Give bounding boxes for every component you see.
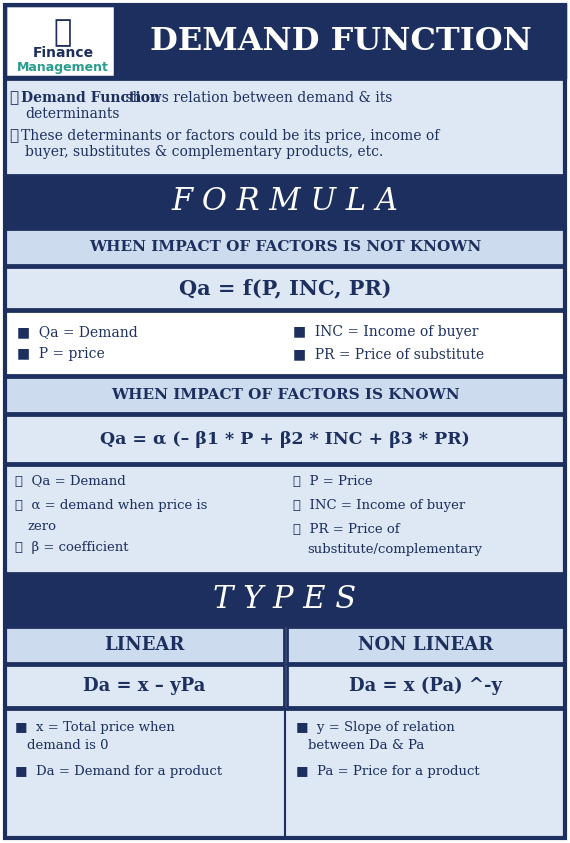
Text: Demand Function: Demand Function <box>21 91 160 105</box>
Text: ■  x = Total price when: ■ x = Total price when <box>15 721 175 734</box>
Text: Da = x – yPa: Da = x – yPa <box>83 677 205 695</box>
Text: ■  Pa = Price for a product: ■ Pa = Price for a product <box>295 765 479 778</box>
Text: ❖  PR = Price of: ❖ PR = Price of <box>293 523 400 536</box>
Text: determinants: determinants <box>25 107 120 121</box>
Bar <box>287 627 565 663</box>
Text: NON LINEAR: NON LINEAR <box>358 636 494 654</box>
Text: T Y P E S: T Y P E S <box>213 584 357 615</box>
Text: ❖  Qa = Demand: ❖ Qa = Demand <box>15 475 126 488</box>
Text: Qa = f(P, INC, PR): Qa = f(P, INC, PR) <box>179 278 391 298</box>
Text: These determinants or factors could be its price, income of: These determinants or factors could be i… <box>21 129 439 143</box>
Bar <box>5 177 565 227</box>
Text: Da = x (Pa) ^-y: Da = x (Pa) ^-y <box>349 677 502 695</box>
Bar <box>5 79 565 175</box>
Text: demand is 0: demand is 0 <box>27 739 108 752</box>
Bar <box>5 415 565 463</box>
Text: ■  Da = Demand for a product: ■ Da = Demand for a product <box>15 765 222 778</box>
Text: ❖  α = demand when price is: ❖ α = demand when price is <box>15 499 207 512</box>
Text: shows relation between demand & its: shows relation between demand & its <box>121 91 392 105</box>
Text: zero: zero <box>27 520 56 533</box>
Bar <box>5 575 565 625</box>
Text: F O R M U L A: F O R M U L A <box>172 186 398 217</box>
Bar <box>117 5 565 77</box>
Bar <box>5 5 115 77</box>
Text: substitute/complementary: substitute/complementary <box>307 543 482 556</box>
Bar <box>5 229 565 265</box>
Bar <box>5 267 565 309</box>
Text: ❖  P = Price: ❖ P = Price <box>293 475 373 488</box>
Text: buyer, substitutes & complementary products, etc.: buyer, substitutes & complementary produ… <box>25 145 383 159</box>
Text: 🎓: 🎓 <box>54 19 72 47</box>
Text: Finance: Finance <box>32 46 93 60</box>
Text: between Da & Pa: between Da & Pa <box>307 739 424 752</box>
Text: Management: Management <box>17 61 109 73</box>
Text: ❖  β = coefficient: ❖ β = coefficient <box>15 541 128 554</box>
Text: ■  Qa = Demand: ■ Qa = Demand <box>17 325 138 339</box>
Text: Qa = α (– β1 * P + β2 * INC + β3 * PR): Qa = α (– β1 * P + β2 * INC + β3 * PR) <box>100 431 470 448</box>
Bar <box>5 709 565 838</box>
Text: ❖: ❖ <box>9 91 18 105</box>
Text: ❖: ❖ <box>9 129 18 143</box>
Text: ■  P = price: ■ P = price <box>17 347 105 361</box>
Bar <box>5 465 565 573</box>
Text: WHEN IMPACT OF FACTORS IS KNOWN: WHEN IMPACT OF FACTORS IS KNOWN <box>111 388 459 402</box>
Bar <box>5 311 565 375</box>
Text: DEMAND FUNCTION: DEMAND FUNCTION <box>150 25 532 56</box>
Bar <box>5 377 565 413</box>
Text: ■  y = Slope of relation: ■ y = Slope of relation <box>295 721 454 734</box>
Text: ❖  INC = Income of buyer: ❖ INC = Income of buyer <box>293 499 465 512</box>
Bar <box>287 665 565 707</box>
Text: LINEAR: LINEAR <box>104 636 185 654</box>
Bar <box>5 627 283 663</box>
Text: WHEN IMPACT OF FACTORS IS NOT KNOWN: WHEN IMPACT OF FACTORS IS NOT KNOWN <box>89 240 481 254</box>
Bar <box>5 665 283 707</box>
Text: ■  PR = Price of substitute: ■ PR = Price of substitute <box>293 347 484 361</box>
Text: ■  INC = Income of buyer: ■ INC = Income of buyer <box>293 325 478 339</box>
